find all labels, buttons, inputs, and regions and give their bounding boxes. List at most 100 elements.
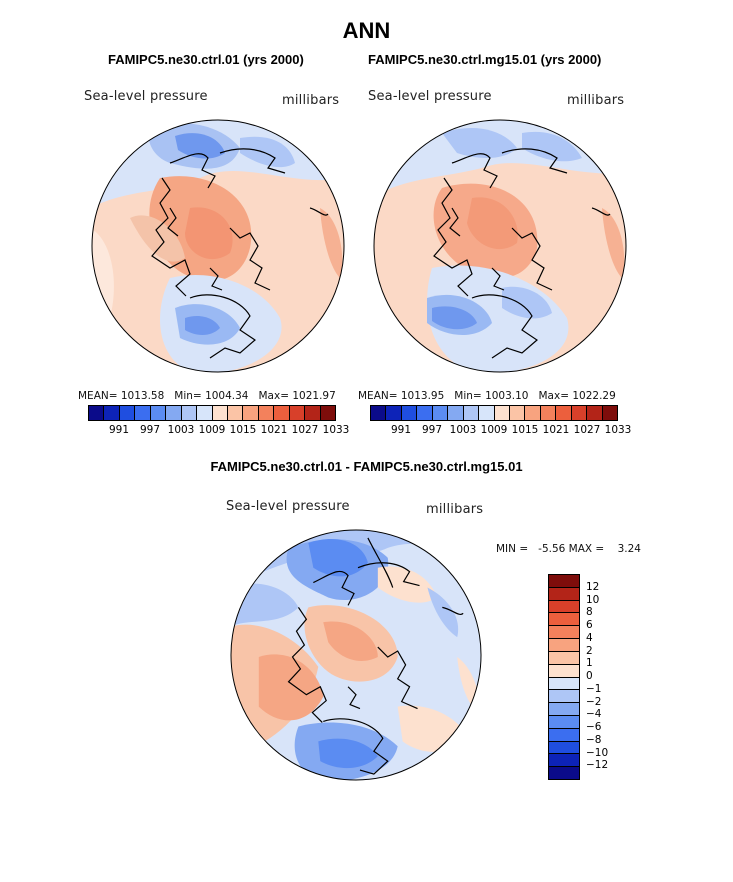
- colorbar-tick-label: 1021: [260, 424, 288, 436]
- diff-colorbar-tick-label: −10: [586, 746, 609, 759]
- diff-colorbar-tick-label: 2: [586, 644, 593, 657]
- diff-colorbar-swatch: [549, 754, 579, 768]
- diff-colorbar-swatch: [549, 690, 579, 704]
- colorbar-tick-label: 1003: [449, 424, 477, 436]
- colorbar-tick-label: 1033: [322, 424, 350, 436]
- panel3-units-label: millibars: [426, 502, 484, 517]
- panel2-colorbar-swatches: [370, 405, 618, 421]
- colorbar-swatch: [227, 406, 244, 420]
- colorbar-swatch: [479, 406, 495, 420]
- colorbar-swatch: [540, 406, 557, 420]
- diff-colorbar-swatch: [549, 587, 579, 601]
- diff-colorbar-swatch: [549, 715, 579, 729]
- diff-colorbar-swatch: [549, 626, 579, 640]
- colorbar-swatch: [89, 406, 105, 420]
- colorbar-tick-label: 1009: [198, 424, 226, 436]
- colorbar-tick-label: 1015: [229, 424, 257, 436]
- colorbar-tick-label: 1003: [167, 424, 195, 436]
- diff-colorbar-swatch: [549, 613, 579, 627]
- colorbar-swatch: [401, 406, 418, 420]
- diff-colorbar-tick-label: 0: [586, 670, 593, 682]
- diff-colorbar-tick-label: 1: [586, 657, 593, 670]
- colorbar-swatch: [289, 406, 306, 420]
- panel1-colorbar-ticks: 991 997 1003 1009 1015 1021 1027 1033: [88, 421, 349, 436]
- panel3-stats: MIN = -5.56 MAX = 3.24: [496, 543, 641, 555]
- colorbar-swatch: [305, 406, 321, 420]
- diff-colorbar-tick-label: 10: [586, 593, 600, 606]
- colorbar-tick-label: 1021: [542, 424, 570, 436]
- diff-colorbar-swatch: [549, 651, 579, 665]
- colorbar-swatch: [494, 406, 510, 420]
- colorbar-swatch: [197, 406, 213, 420]
- colorbar-swatch: [166, 406, 182, 420]
- diff-colorbar-swatch: [549, 677, 579, 691]
- panel1-title: FAMIPC5.ne30.ctrl.01 (yrs 2000): [108, 52, 304, 67]
- panel1-units-label: millibars: [282, 93, 340, 108]
- diff-colorbar-tick-label: −1: [586, 682, 602, 695]
- colorbar-swatch: [212, 406, 228, 420]
- colorbar-swatch: [243, 406, 259, 420]
- colorbar-swatch: [417, 406, 433, 420]
- colorbar-tick-label: 991: [390, 424, 412, 436]
- colorbar-tick-label: 997: [421, 424, 443, 436]
- colorbar-swatch: [371, 406, 387, 420]
- diff-colorbar-swatch: [549, 703, 579, 716]
- colorbar-tick-label: 1033: [604, 424, 632, 436]
- figure-title: ANN: [342, 18, 391, 43]
- colorbar-swatch: [571, 406, 588, 420]
- diff-colorbar-tick-label: 4: [586, 631, 593, 644]
- colorbar-swatch: [386, 406, 402, 420]
- panel2-title: FAMIPC5.ne30.ctrl.mg15.01 (yrs 2000): [368, 52, 602, 67]
- panel2-variable-label: Sea-level pressure: [368, 89, 492, 104]
- colorbar-swatch: [320, 406, 335, 420]
- panel1-polar-map: [91, 119, 345, 373]
- colorbar-swatch: [602, 406, 617, 420]
- colorbar-swatch: [181, 406, 198, 420]
- diff-colorbar-swatch: [549, 600, 579, 614]
- colorbar-swatch: [525, 406, 541, 420]
- colorbar-swatch: [448, 406, 464, 420]
- colorbar-tick-label: 1009: [480, 424, 508, 436]
- diff-colorbar-swatch: [549, 575, 579, 588]
- colorbar-swatch: [258, 406, 275, 420]
- colorbar-swatch: [150, 406, 167, 420]
- panel2-units-label: millibars: [567, 93, 625, 108]
- diff-colorbar: [548, 574, 580, 780]
- panel1-stats: MEAN= 1013.58 Min= 1004.34 Max= 1021.97: [78, 390, 336, 402]
- diff-colorbar-ticks: 12 10 8 6 4 2 1 0 −1 −2 −4 −6 −8 −10 −12: [586, 574, 626, 778]
- colorbar-swatch: [432, 406, 449, 420]
- panel1-colorbar: 991 997 1003 1009 1015 1021 1027 1033: [88, 405, 349, 436]
- colorbar-tick-label: 1027: [573, 424, 601, 436]
- panel2-colorbar-ticks: 991 997 1003 1009 1015 1021 1027 1033: [370, 421, 631, 436]
- colorbar-swatch: [587, 406, 603, 420]
- panel2-colorbar: 991 997 1003 1009 1015 1021 1027 1033: [370, 405, 631, 436]
- colorbar-swatch: [135, 406, 151, 420]
- diff-colorbar-tick-label: −12: [586, 759, 609, 772]
- panel2-polar-map: [373, 119, 627, 373]
- panel2-stats: MEAN= 1013.95 Min= 1003.10 Max= 1022.29: [358, 390, 616, 402]
- colorbar-tick-label: 1015: [511, 424, 539, 436]
- colorbar-tick-label: 991: [108, 424, 130, 436]
- colorbar-tick-label: 1027: [291, 424, 319, 436]
- panel3-polar-map: [230, 529, 482, 781]
- panel1-variable-label: Sea-level pressure: [84, 89, 208, 104]
- diff-colorbar-tick-label: −8: [586, 733, 602, 746]
- diff-colorbar-swatch: [549, 767, 579, 779]
- panel3-variable-label: Sea-level pressure: [226, 499, 350, 514]
- diff-colorbar-tick-label: 6: [586, 619, 593, 631]
- colorbar-tick-label: 997: [139, 424, 161, 436]
- diff-colorbar-swatch: [549, 741, 579, 755]
- diff-colorbar-swatch: [549, 639, 579, 652]
- diff-colorbar-tick-label: −6: [586, 721, 602, 733]
- colorbar-swatch: [274, 406, 290, 420]
- diff-colorbar-swatch: [549, 664, 579, 678]
- colorbar-swatch: [556, 406, 572, 420]
- diff-colorbar-swatch: [549, 728, 579, 742]
- colorbar-swatch: [463, 406, 480, 420]
- diff-colorbar-tick-label: −2: [586, 695, 602, 708]
- colorbar-swatch: [119, 406, 136, 420]
- diff-colorbar-tick-label: 12: [586, 580, 600, 593]
- colorbar-swatch: [104, 406, 120, 420]
- colorbar-swatch: [509, 406, 526, 420]
- diff-colorbar-tick-label: −4: [586, 708, 602, 721]
